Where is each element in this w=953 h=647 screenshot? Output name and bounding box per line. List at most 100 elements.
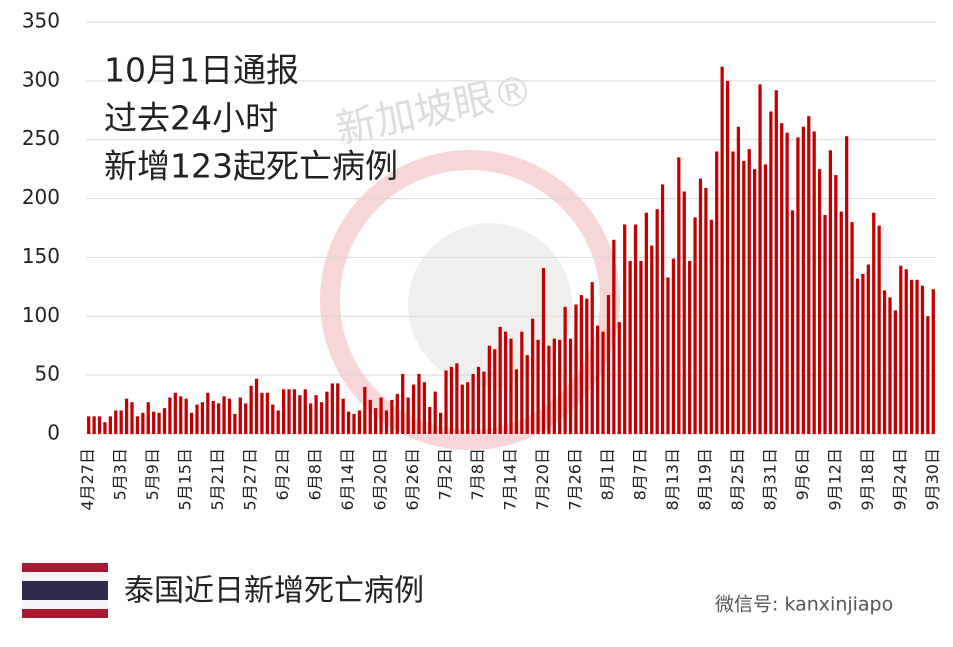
bar xyxy=(725,80,730,434)
x-tick-label: 8月31日 xyxy=(760,448,779,511)
bar xyxy=(184,398,188,434)
bar xyxy=(498,326,502,434)
bar xyxy=(763,164,768,435)
bar xyxy=(731,151,735,434)
bar xyxy=(709,219,713,434)
bar xyxy=(547,345,551,434)
bar xyxy=(758,84,762,434)
bar xyxy=(660,184,665,434)
bar xyxy=(644,212,648,434)
bar xyxy=(336,383,340,434)
x-tick-label: 7月2日 xyxy=(436,448,455,500)
bar xyxy=(168,397,172,434)
bar xyxy=(119,410,123,434)
bar xyxy=(411,384,416,434)
bar xyxy=(574,304,578,434)
bar xyxy=(309,403,313,434)
bar xyxy=(872,212,876,434)
bar xyxy=(671,258,676,434)
bar xyxy=(422,382,426,434)
bar xyxy=(596,325,600,434)
y-tick-label: 150 xyxy=(22,244,60,268)
bar xyxy=(200,402,205,434)
bar xyxy=(438,412,443,434)
bar xyxy=(195,404,199,434)
bar xyxy=(677,157,681,434)
bar xyxy=(401,373,405,434)
bar xyxy=(882,290,887,434)
bar xyxy=(801,126,805,434)
bar xyxy=(206,392,210,434)
bar xyxy=(839,211,843,434)
bar xyxy=(249,385,253,434)
bar xyxy=(601,331,605,434)
bar xyxy=(850,222,854,434)
bar xyxy=(303,389,307,434)
bar xyxy=(617,322,621,434)
bar xyxy=(812,131,816,434)
bar xyxy=(666,277,670,434)
bar xyxy=(238,397,242,434)
bar xyxy=(298,395,302,434)
bar xyxy=(152,411,156,434)
bar xyxy=(173,392,177,434)
bar xyxy=(845,136,849,434)
bar xyxy=(319,402,324,434)
x-tick-label: 9月24日 xyxy=(890,448,909,511)
bar xyxy=(698,178,703,434)
caption: 泰国近日新增死亡病例 xyxy=(124,574,424,609)
bar xyxy=(855,278,860,434)
bar xyxy=(124,398,129,434)
bar xyxy=(271,404,275,434)
annotation: 10月1日通报 xyxy=(104,51,299,90)
bar xyxy=(211,401,215,434)
bar xyxy=(774,90,778,434)
bar xyxy=(92,416,96,434)
y-tick-label: 250 xyxy=(22,126,60,150)
y-tick-label: 0 xyxy=(47,421,60,445)
bar xyxy=(704,187,708,434)
x-tick-label: 6月20日 xyxy=(371,448,390,511)
x-tick-label: 5月3日 xyxy=(111,448,130,500)
y-tick-label: 50 xyxy=(35,362,60,386)
bar xyxy=(715,151,719,434)
bar xyxy=(244,403,248,434)
bar xyxy=(357,410,362,434)
bar xyxy=(769,111,773,434)
bar xyxy=(650,245,654,434)
x-tick-label: 8月25日 xyxy=(728,448,747,511)
bar xyxy=(157,412,161,434)
bar xyxy=(655,209,659,434)
bar xyxy=(466,382,470,434)
bar xyxy=(476,366,481,434)
bar xyxy=(780,123,784,434)
bar xyxy=(471,373,475,434)
bar xyxy=(417,373,421,434)
bar xyxy=(693,217,697,434)
bar xyxy=(514,369,519,434)
bar xyxy=(590,282,594,434)
bar xyxy=(796,137,800,435)
bar xyxy=(742,160,746,434)
x-tick-label: 5月21日 xyxy=(208,448,227,511)
bar xyxy=(579,295,584,434)
bar xyxy=(444,370,448,434)
bar xyxy=(633,224,638,434)
bar xyxy=(482,371,486,434)
bar xyxy=(606,295,611,434)
y-tick-label: 300 xyxy=(22,67,60,91)
bar xyxy=(785,132,789,434)
bar xyxy=(866,264,870,434)
x-tick-label: 9月6日 xyxy=(793,448,812,500)
x-tick-label: 8月1日 xyxy=(598,448,617,500)
bar xyxy=(509,338,513,434)
bar xyxy=(352,413,356,434)
x-tick-label: 6月2日 xyxy=(273,448,292,500)
bar xyxy=(314,395,318,434)
x-tick-label: 8月7日 xyxy=(630,448,649,500)
bar xyxy=(341,398,345,434)
bar xyxy=(790,210,795,434)
bar xyxy=(568,338,573,434)
bar xyxy=(384,410,389,434)
bar xyxy=(254,378,259,434)
